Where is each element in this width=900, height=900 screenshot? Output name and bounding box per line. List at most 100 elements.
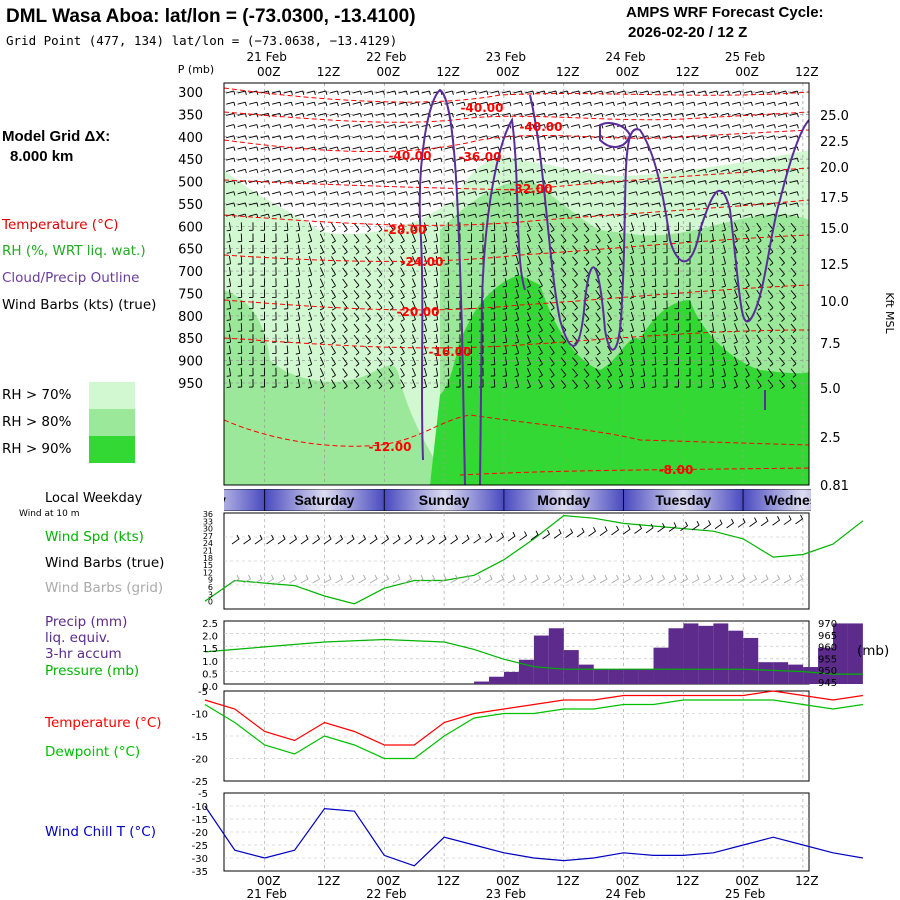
grid-wind-barb	[749, 574, 758, 584]
grid-wind-barb	[726, 574, 735, 584]
wind-barb	[779, 267, 785, 278]
wind-barb	[779, 346, 785, 356]
wind-panel-frame	[223, 512, 810, 610]
wind-barb	[686, 278, 691, 287]
wind-barb	[745, 278, 750, 289]
wind-barb	[490, 323, 496, 332]
surface-wind-barb	[323, 534, 332, 545]
wind-barb	[295, 202, 305, 207]
wind-barb	[618, 244, 624, 255]
wind-barb	[307, 222, 313, 232]
wind-barb	[364, 168, 374, 174]
wind-barb	[607, 368, 612, 378]
wind-tick: 27	[203, 532, 213, 541]
wind-barb	[490, 244, 496, 254]
wind-barb	[651, 255, 657, 265]
bottom-hour-label: 00Z	[377, 874, 401, 888]
precip-bar	[698, 625, 714, 684]
wind-barb	[709, 90, 719, 95]
wind-barb	[433, 135, 443, 140]
wind-barb	[686, 146, 696, 151]
wind-barb	[607, 323, 612, 333]
wind-barb	[376, 256, 383, 266]
wind-barb	[490, 101, 500, 107]
wind-barb	[237, 267, 243, 276]
wind-barb	[306, 213, 316, 219]
surface-wind-barb	[657, 522, 666, 533]
wind-barb	[789, 112, 799, 118]
wind-barb	[640, 356, 646, 366]
wind-barb	[433, 278, 439, 288]
surface-wind-barb	[369, 534, 378, 545]
wind-barb	[456, 378, 461, 388]
wind-barb	[342, 289, 348, 300]
wind-barb	[756, 267, 762, 278]
wind-barb	[559, 124, 569, 129]
wind-barb	[779, 290, 785, 300]
wind-barb	[467, 356, 472, 366]
wind-barb	[331, 289, 336, 300]
surface-wind-barb	[760, 516, 769, 527]
wind-barb	[388, 345, 394, 356]
wind-barb	[444, 267, 450, 276]
wind-barb	[467, 379, 472, 388]
wind-barb	[272, 255, 277, 265]
height-axis-title: Kft MSL	[883, 292, 896, 334]
wind-barb	[364, 101, 374, 107]
windchill-line	[204, 805, 864, 867]
wind-barb	[306, 168, 316, 174]
wind-barb	[226, 278, 232, 288]
wind-barb	[237, 135, 247, 140]
wind-barb	[319, 278, 325, 288]
wind-barb	[663, 356, 668, 366]
wind-barb	[295, 300, 301, 310]
wind-barb	[272, 345, 277, 354]
wind-barb	[755, 180, 765, 185]
wind-barb	[640, 222, 646, 232]
wind-barb	[583, 256, 590, 266]
wind-barb	[272, 367, 277, 377]
surface-wind-barb	[507, 531, 516, 542]
wind-barb	[617, 101, 627, 107]
wind-barb	[237, 289, 243, 299]
wind-barb	[640, 101, 650, 107]
wind-barb	[755, 101, 765, 107]
wind-barb	[538, 356, 543, 367]
wind-barb	[686, 267, 691, 276]
wind-barb	[295, 90, 305, 95]
wind-barb	[319, 267, 325, 277]
wind-barb	[226, 101, 236, 107]
wind-barb	[444, 334, 450, 343]
wind-barb	[272, 356, 277, 366]
wind-barb	[743, 157, 753, 163]
wind-barb	[560, 267, 567, 278]
wind-barb	[629, 311, 635, 322]
wind-barb	[467, 168, 477, 174]
wind-barb	[651, 222, 657, 232]
wind-barb	[364, 135, 374, 140]
wind-barb	[548, 157, 558, 163]
wind-barb	[559, 157, 569, 163]
surface-wind-barb	[461, 534, 470, 545]
temperature-contour	[224, 87, 809, 103]
surface-wind-barb	[691, 520, 700, 531]
wind-barb	[467, 244, 472, 254]
wind-barb	[433, 101, 443, 107]
wind-barb	[433, 233, 439, 243]
wind-barb	[663, 378, 668, 388]
wind-barb	[249, 289, 254, 298]
wind-barb	[388, 334, 394, 345]
wind-barb	[398, 112, 408, 118]
wind-barb	[607, 267, 612, 277]
wind-barb	[526, 289, 531, 300]
wind-barb	[467, 334, 472, 343]
wind-barb	[342, 267, 348, 278]
wind-barb	[260, 233, 265, 242]
wind-barb	[502, 213, 512, 219]
height-tick: 20.0	[820, 161, 849, 176]
wind-barb	[502, 146, 512, 151]
wind-barb	[732, 157, 742, 163]
wind-barb	[502, 323, 508, 333]
pressure-label: Pressure (mb)	[45, 663, 139, 679]
wind-barb	[674, 356, 679, 366]
